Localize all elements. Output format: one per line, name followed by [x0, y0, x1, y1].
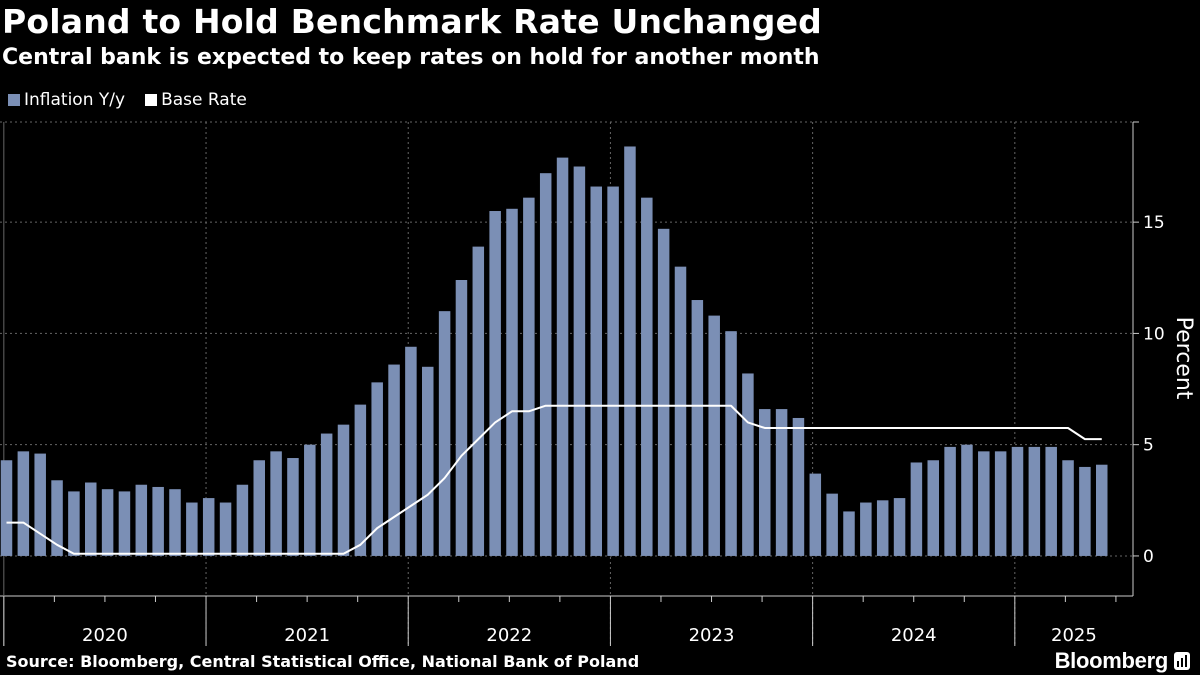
- y-tick-label: 0: [1143, 547, 1154, 567]
- inflation-bar: [978, 451, 990, 556]
- inflation-bar: [455, 280, 468, 556]
- inflation-bar: [893, 498, 906, 556]
- inflation-bar: [320, 433, 333, 556]
- inflation-bar: [523, 197, 535, 556]
- inflation-bar: [219, 502, 232, 556]
- inflation-bar: [118, 491, 131, 556]
- inflation-bar: [371, 382, 383, 556]
- inflation-bar: [438, 311, 451, 556]
- inflation-bar: [68, 491, 80, 556]
- inflation-bar: [556, 157, 569, 556]
- inflation-bar: [489, 211, 501, 556]
- y-axis-label: Percent: [1171, 317, 1196, 400]
- inflation-bar: [51, 480, 63, 556]
- inflation-bar: [202, 498, 215, 556]
- brand-logo-icon: [1174, 652, 1190, 670]
- inflation-bar: [169, 489, 181, 556]
- chart-title: Poland to Hold Benchmark Rate Unchanged: [2, 2, 822, 41]
- inflation-bar: [1045, 446, 1057, 556]
- inflation-bar: [759, 409, 771, 556]
- inflation-bar: [641, 197, 653, 556]
- inflation-bar: [708, 315, 720, 556]
- inflation-bar: [1062, 460, 1074, 556]
- inflation-bar: [253, 460, 265, 556]
- inflation-bar: [337, 424, 350, 556]
- inflation-bar: [34, 453, 46, 556]
- legend: Inflation Y/y Base Rate: [8, 90, 247, 110]
- inflation-bar: [17, 451, 30, 556]
- inflation-bar: [826, 493, 838, 556]
- y-tick-label: 5: [1143, 436, 1154, 456]
- inflation-bar: [657, 228, 670, 556]
- inflation-bar: [304, 444, 316, 556]
- inflation-bar: [0, 460, 13, 556]
- inflation-bar: [775, 409, 788, 556]
- inflation-bar: [539, 173, 552, 556]
- x-tick-label: 2024: [891, 625, 937, 646]
- inflation-bar: [101, 489, 114, 556]
- x-tick-label: 2020: [82, 625, 128, 646]
- inflation-bar: [860, 502, 872, 556]
- legend-swatch-base-rate: [145, 94, 158, 106]
- inflation-bar: [236, 484, 249, 556]
- inflation-bar: [691, 300, 704, 556]
- y-tick-label: 10: [1143, 324, 1165, 344]
- inflation-bar: [85, 482, 97, 556]
- inflation-bar: [843, 511, 855, 556]
- inflation-bar: [354, 404, 367, 556]
- brand: Bloomberg: [1055, 648, 1190, 674]
- inflation-bar: [590, 186, 602, 556]
- inflation-bar: [624, 146, 636, 556]
- inflation-bar: [472, 246, 485, 556]
- inflation-bar: [186, 502, 198, 556]
- base-rate-line: [6, 404, 1102, 555]
- legend-swatch-inflation: [8, 94, 20, 106]
- inflation-bar: [152, 486, 164, 556]
- inflation-bar: [994, 451, 1007, 556]
- inflation-bar: [1096, 464, 1108, 556]
- chart-subtitle: Central bank is expected to keep rates o…: [2, 45, 820, 70]
- inflation-bar: [135, 484, 148, 556]
- inflation-bar: [270, 451, 282, 556]
- brand-name: Bloomberg: [1054, 648, 1169, 673]
- inflation-bar: [809, 473, 822, 556]
- x-tick-label: 2023: [689, 625, 735, 646]
- inflation-bar: [422, 366, 434, 556]
- legend-item-base-rate: Base Rate: [145, 90, 247, 110]
- inflation-bar: [927, 460, 939, 556]
- inflation-bar: [944, 446, 956, 556]
- x-tick-label: 2021: [284, 625, 330, 646]
- inflation-bar: [1028, 446, 1041, 556]
- legend-label-inflation: Inflation Y/y: [24, 90, 126, 110]
- inflation-bar: [961, 444, 973, 556]
- inflation-bar: [1079, 466, 1091, 556]
- inflation-bar: [725, 331, 737, 556]
- inflation-bar: [910, 462, 923, 556]
- inflation-bar: [607, 186, 619, 556]
- legend-label-base-rate: Base Rate: [161, 90, 247, 110]
- inflation-bar: [388, 364, 400, 556]
- inflation-bar: [287, 458, 299, 556]
- inflation-bar: [573, 166, 586, 556]
- inflation-bar: [792, 417, 805, 556]
- x-tick-label: 2025: [1051, 625, 1097, 646]
- y-tick-label: 15: [1143, 213, 1165, 233]
- inflation-bar: [674, 266, 687, 556]
- x-tick-label: 2022: [486, 625, 532, 646]
- legend-item-inflation: Inflation Y/y: [8, 90, 125, 110]
- inflation-bar: [506, 208, 518, 556]
- inflation-bar: [876, 500, 889, 556]
- source-note: Source: Bloomberg, Central Statistical O…: [6, 652, 640, 671]
- inflation-bar: [742, 373, 754, 556]
- inflation-bar: [405, 346, 417, 556]
- inflation-bar: [1011, 446, 1024, 556]
